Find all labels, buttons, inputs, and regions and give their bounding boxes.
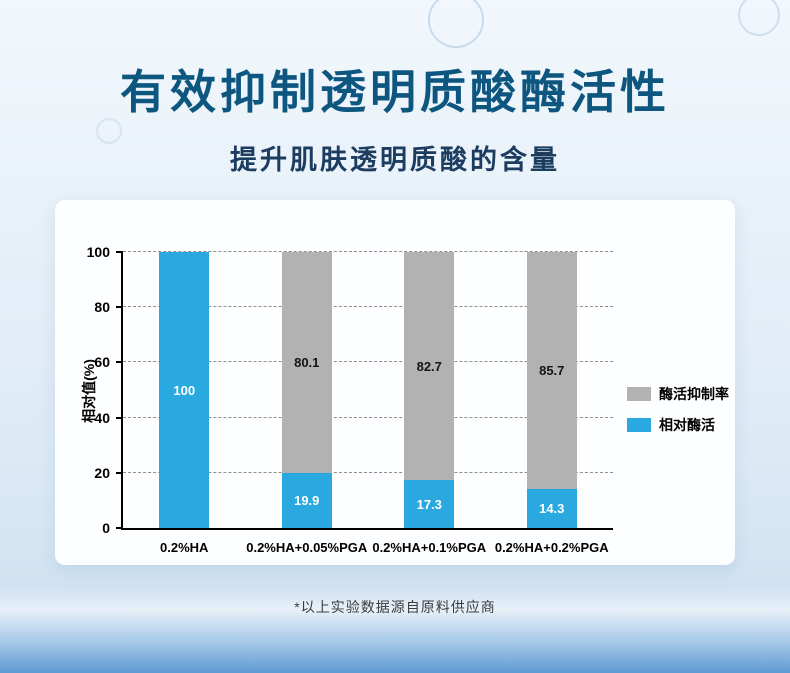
gridline bbox=[123, 251, 613, 252]
gridline bbox=[123, 416, 613, 418]
legend-label: 酶活抑制率 bbox=[659, 386, 729, 402]
y-tick-label: 20 bbox=[94, 464, 110, 481]
bar-segment-activity: 19.9 bbox=[281, 473, 332, 528]
bar-slot: 85.7 14.3 0.2%HA+0.2%PGA bbox=[491, 252, 614, 555]
decorative-circle bbox=[428, 0, 484, 48]
bar-segment-inhibition: 80.1 bbox=[281, 252, 332, 474]
stacked-bar: 85.7 14.3 bbox=[526, 252, 577, 528]
footnote: *以上实验数据源自原料供应商 bbox=[294, 599, 496, 615]
bar-slot: 100 0.2%HA bbox=[123, 252, 246, 555]
legend-item: 酶活抑制率 bbox=[627, 384, 729, 404]
y-tick-mark bbox=[116, 306, 123, 309]
bar-segment-inhibition: 85.7 bbox=[526, 252, 577, 489]
gridline bbox=[123, 306, 613, 308]
bar-segment-activity: 17.3 bbox=[404, 480, 455, 528]
plot-area: 0 20 40 60 80 100 100 0.2%HA 80.1 19.9 0.2%HA+0.05… bbox=[87, 245, 614, 555]
bar-slot: 82.7 17.3 0.2%HA+0.1%PGA bbox=[368, 252, 491, 555]
y-tick-label: 100 bbox=[86, 244, 110, 260]
x-category-label: 0.2%HA bbox=[160, 540, 209, 555]
stacked-bar: 80.1 19.9 bbox=[281, 252, 332, 528]
y-tick-mark bbox=[116, 527, 123, 529]
chart-legend: 酶活抑制率 相对酶活 bbox=[627, 384, 729, 435]
stacked-bar: 82.7 17.3 bbox=[404, 252, 455, 528]
page-title: 有效抑制透明质酸酶活性 bbox=[120, 66, 670, 118]
legend-swatch bbox=[627, 387, 651, 401]
bar-segment-activity: 100 bbox=[159, 252, 210, 528]
y-tick-mark bbox=[116, 416, 123, 419]
bar-slot: 80.1 19.9 0.2%HA+0.05%PGA bbox=[246, 252, 369, 555]
y-tick-label: 60 bbox=[94, 354, 110, 371]
gridline bbox=[123, 471, 613, 473]
legend-item: 相对酶活 bbox=[627, 415, 729, 435]
y-tick-mark bbox=[116, 471, 123, 474]
bottom-gradient-band bbox=[0, 588, 790, 673]
x-category-label: 0.2%HA+0.05%PGA bbox=[246, 540, 368, 555]
gridline bbox=[123, 361, 613, 363]
y-tick-label: 0 bbox=[102, 520, 110, 536]
decorative-circle bbox=[96, 118, 122, 144]
y-tick-mark bbox=[116, 251, 123, 253]
decorative-circle bbox=[738, 0, 780, 36]
bar-segment-inhibition: 82.7 bbox=[404, 252, 455, 481]
y-tick-label: 80 bbox=[94, 299, 110, 316]
y-tick-label: 40 bbox=[94, 409, 110, 426]
x-category-label: 0.2%HA+0.1%PGA bbox=[372, 540, 487, 555]
stacked-bar: 100 bbox=[159, 252, 210, 528]
legend-swatch bbox=[627, 418, 651, 432]
legend-label: 相对酶活 bbox=[659, 417, 715, 433]
chart-card: 相对值(%) 0 20 40 60 80 100 100 0.2%HA 80.1 19.9 0.2%… bbox=[55, 200, 735, 565]
page-subtitle: 提升肌肤透明质酸的含量 bbox=[230, 145, 560, 175]
x-category-label: 0.2%HA+0.2%PGA bbox=[494, 540, 609, 555]
bar-segment-activity: 14.3 bbox=[526, 488, 577, 528]
y-tick-mark bbox=[116, 361, 123, 364]
